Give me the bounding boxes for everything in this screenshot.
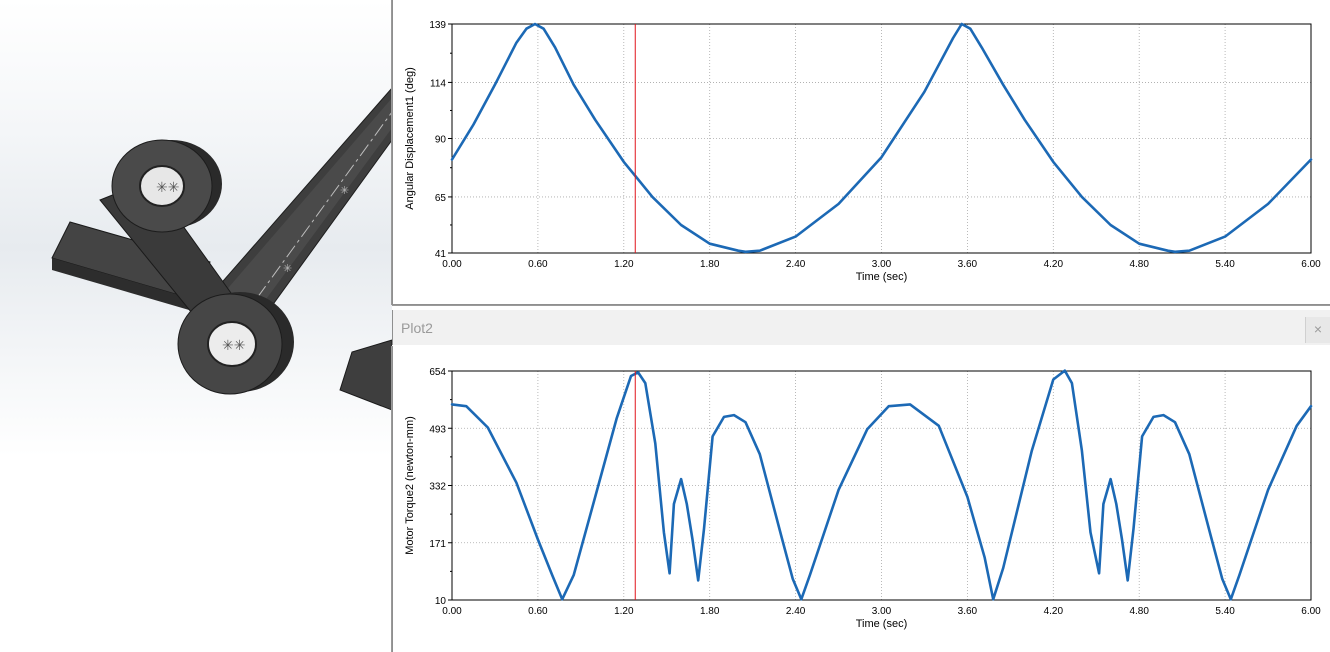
- x-tick-label: 0.00: [442, 259, 462, 270]
- plot2-title-bar[interactable]: Plot2 ×: [392, 310, 1330, 345]
- x-tick-label: 1.80: [700, 259, 720, 270]
- y-axis-title: Angular Displacement1 (deg): [404, 67, 416, 209]
- y-tick-label: 10: [435, 596, 447, 607]
- plot-frame: [451, 23, 1312, 254]
- link-arm-face: [204, 98, 392, 340]
- x-tick-label: 4.80: [1129, 259, 1149, 270]
- x-tick-label: 1.20: [614, 259, 634, 270]
- y-tick-label: 493: [429, 424, 446, 435]
- link-marker-2: ✳: [283, 262, 292, 275]
- x-tick-label: 5.40: [1215, 606, 1235, 617]
- y-tick-label: 65: [435, 193, 447, 204]
- x-tick-label: 2.40: [786, 259, 806, 270]
- top-pivot-marker: ✳✳: [156, 180, 179, 196]
- bottom-pivot-marker: ✳✳: [222, 338, 245, 354]
- link-marker-1: ✳: [340, 184, 349, 197]
- y-axis-title: Motor Torque2 (newton-mm): [404, 416, 416, 555]
- plot2-title: Plot2: [401, 320, 433, 336]
- x-tick-label: 2.40: [786, 606, 806, 617]
- y-tick-label: 139: [429, 20, 446, 31]
- x-tick-label: 4.20: [1044, 606, 1064, 617]
- x-tick-label: 5.40: [1215, 259, 1235, 270]
- x-tick-label: 6.00: [1301, 259, 1321, 270]
- motor-torque-chart: 0.00 0.60 1.20 1.80 2.40 3.00 3.60 4.20 4.80 5.40…: [404, 367, 1321, 630]
- x-tick-label: 1.20: [614, 606, 634, 617]
- top-pivot-hole: [139, 165, 185, 207]
- x-tick-label: 3.00: [872, 606, 892, 617]
- model-viewport[interactable]: ✳✳ ✳✳ ✳ ✳: [0, 0, 392, 652]
- y-tick-label: 114: [430, 78, 446, 89]
- close-icon[interactable]: ×: [1305, 317, 1330, 343]
- x-tick-label: 0.00: [442, 606, 462, 617]
- x-axis-title: Time (sec): [856, 618, 908, 630]
- y-tick-label: 90: [435, 135, 447, 146]
- plot1-window[interactable]: 0.00 0.60 1.20 1.80 2.40 3.00 3.60 4.20 4.80 5.40…: [392, 0, 1330, 305]
- x-tick-label: 4.20: [1044, 259, 1064, 270]
- angular-displacement-chart: 0.00 0.60 1.20 1.80 2.40 3.00 3.60 4.20 4.80 5.40…: [404, 20, 1321, 283]
- y-tick-label: 332: [429, 482, 446, 493]
- bottom-pivot-hole: [207, 321, 257, 367]
- base-plate-side: [52, 258, 196, 312]
- plot2-window[interactable]: 0.00 0.60 1.20 1.80 2.40 3.00 3.60 4.20 4.80 5.40…: [392, 346, 1330, 652]
- x-axis-title: Time (sec): [856, 271, 908, 283]
- x-tick-label: 3.00: [872, 259, 892, 270]
- x-tick-label: 0.60: [528, 606, 548, 617]
- x-tick-label: 4.80: [1129, 606, 1149, 617]
- x-tick-label: 0.60: [528, 259, 548, 270]
- right-base: [339, 339, 392, 411]
- link-centerline: [227, 111, 392, 339]
- x-tick-label: 3.60: [958, 259, 978, 270]
- series-line: [450, 22, 1313, 254]
- mechanism-model: ✳✳ ✳✳ ✳ ✳: [51, 87, 392, 411]
- plot-frame: [451, 370, 1312, 601]
- y-tick-label: 41: [435, 249, 447, 260]
- x-tick-label: 1.80: [700, 606, 720, 617]
- y-tick-label: 171: [429, 539, 446, 550]
- y-tick-label: 654: [429, 367, 446, 378]
- x-tick-label: 6.00: [1301, 606, 1321, 617]
- x-tick-label: 3.60: [958, 606, 978, 617]
